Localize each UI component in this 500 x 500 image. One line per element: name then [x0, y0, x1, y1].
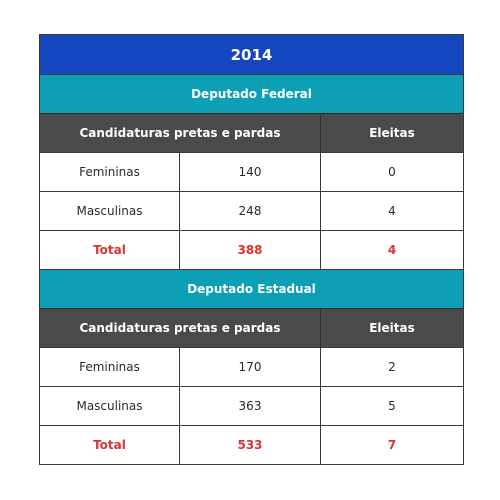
table-row: Femininas 140 0	[40, 152, 463, 191]
column-header-elected: Eleitas	[369, 321, 415, 335]
column-header-elected: Eleitas	[369, 126, 415, 140]
total-label: Total	[40, 426, 180, 464]
total-candidates-value: 388	[180, 231, 321, 269]
total-elected-value: 7	[387, 438, 397, 452]
row-label: Femininas	[40, 153, 180, 191]
section-title: Deputado Federal	[191, 87, 312, 101]
elected-value: 2	[388, 360, 396, 374]
table-row: Masculinas 248 4	[40, 191, 463, 230]
table-row: Masculinas 363 5	[40, 386, 463, 425]
candidates-value: 363	[180, 387, 321, 425]
column-header-row: Candidaturas pretas e pardas Eleitas	[40, 113, 463, 152]
section-title: Deputado Estadual	[187, 282, 316, 296]
elected-value: 4	[388, 204, 396, 218]
elected-value: 5	[388, 399, 396, 413]
section-title-federal: Deputado Federal	[40, 74, 463, 113]
year-header: 2014	[40, 34, 463, 74]
section-title-estadual: Deputado Estadual	[40, 269, 463, 308]
total-candidates-value: 533	[180, 426, 321, 464]
row-label: Masculinas	[40, 387, 180, 425]
candidates-value: 170	[180, 348, 321, 386]
year-label: 2014	[230, 45, 273, 64]
total-row: Total 388 4	[40, 230, 463, 269]
total-label: Total	[40, 231, 180, 269]
row-label: Masculinas	[40, 192, 180, 230]
column-header-row: Candidaturas pretas e pardas Eleitas	[40, 308, 463, 347]
column-header-candidates: Candidaturas pretas e pardas	[40, 114, 321, 152]
candidates-value: 248	[180, 192, 321, 230]
row-label: Femininas	[40, 348, 180, 386]
elections-table: 2014 Deputado Federal Candidaturas preta…	[39, 34, 464, 465]
table-row: Femininas 170 2	[40, 347, 463, 386]
total-elected-value: 4	[387, 243, 397, 257]
candidates-value: 140	[180, 153, 321, 191]
total-row: Total 533 7	[40, 425, 463, 464]
elected-value: 0	[388, 165, 396, 179]
column-header-candidates: Candidaturas pretas e pardas	[40, 309, 321, 347]
